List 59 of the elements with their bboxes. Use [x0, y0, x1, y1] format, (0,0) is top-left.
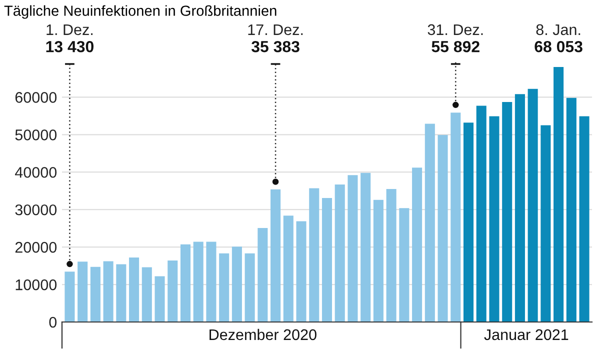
- bar: [412, 168, 422, 322]
- data-label: 13 430: [46, 40, 94, 52]
- bar: [424, 124, 435, 322]
- bar: [103, 261, 114, 322]
- y-tick-label: 60000: [15, 92, 57, 103]
- y-tick-label: 10000: [16, 279, 57, 290]
- bar: [566, 98, 576, 322]
- bar: [116, 264, 126, 322]
- bar: [360, 172, 371, 322]
- bar: [579, 116, 590, 322]
- bar: [438, 135, 448, 322]
- bar: [322, 198, 332, 322]
- bar: [129, 258, 140, 322]
- data-label: 55 892: [432, 40, 480, 52]
- bar: [168, 260, 178, 322]
- bar: [540, 125, 551, 322]
- text: 1. Dez.: [46, 24, 93, 36]
- bar: [514, 94, 525, 322]
- bar: [78, 262, 88, 322]
- y-tick-label: 20000: [15, 242, 57, 253]
- bar: [489, 116, 500, 322]
- bar: [64, 272, 75, 322]
- bar: [399, 208, 410, 322]
- bar: [90, 266, 100, 322]
- y-tick-label: 0: [49, 316, 57, 328]
- bar: [450, 112, 461, 322]
- bar: [463, 122, 474, 322]
- bar: [476, 106, 486, 322]
- y-tick-label: 40000: [15, 166, 57, 178]
- y-tick-label: 30000: [15, 204, 57, 216]
- bar: [334, 184, 345, 322]
- bar: [502, 102, 512, 322]
- bar: [142, 267, 152, 322]
- bar: [528, 88, 538, 322]
- bar: [219, 253, 230, 322]
- text: 17. Dez.: [248, 24, 303, 36]
- bar: [373, 200, 384, 322]
- bar: [193, 242, 204, 322]
- bar: [258, 228, 268, 322]
- chart-title: Tägliche Neuinfektionen in Großbritannien: [4, 5, 276, 19]
- bar: [232, 246, 242, 322]
- text: Dezember 2020: [210, 328, 316, 340]
- text: Januar 2021: [484, 329, 568, 340]
- bar: [244, 253, 255, 322]
- bar: [270, 189, 281, 322]
- text: 8. Jan.: [536, 24, 580, 36]
- bar: [386, 188, 396, 322]
- data-label: 35 383: [251, 40, 300, 52]
- bar: [348, 175, 358, 322]
- bar: [206, 242, 216, 322]
- bar: [309, 188, 320, 322]
- bar: [554, 67, 564, 322]
- bar: [154, 276, 165, 322]
- text: 31. Dez.: [428, 24, 483, 36]
- bar: [296, 221, 306, 322]
- data-label: 68 053: [534, 40, 582, 52]
- bar: [283, 216, 294, 322]
- y-tick-label: 50000: [15, 130, 57, 140]
- bar: [180, 244, 191, 322]
